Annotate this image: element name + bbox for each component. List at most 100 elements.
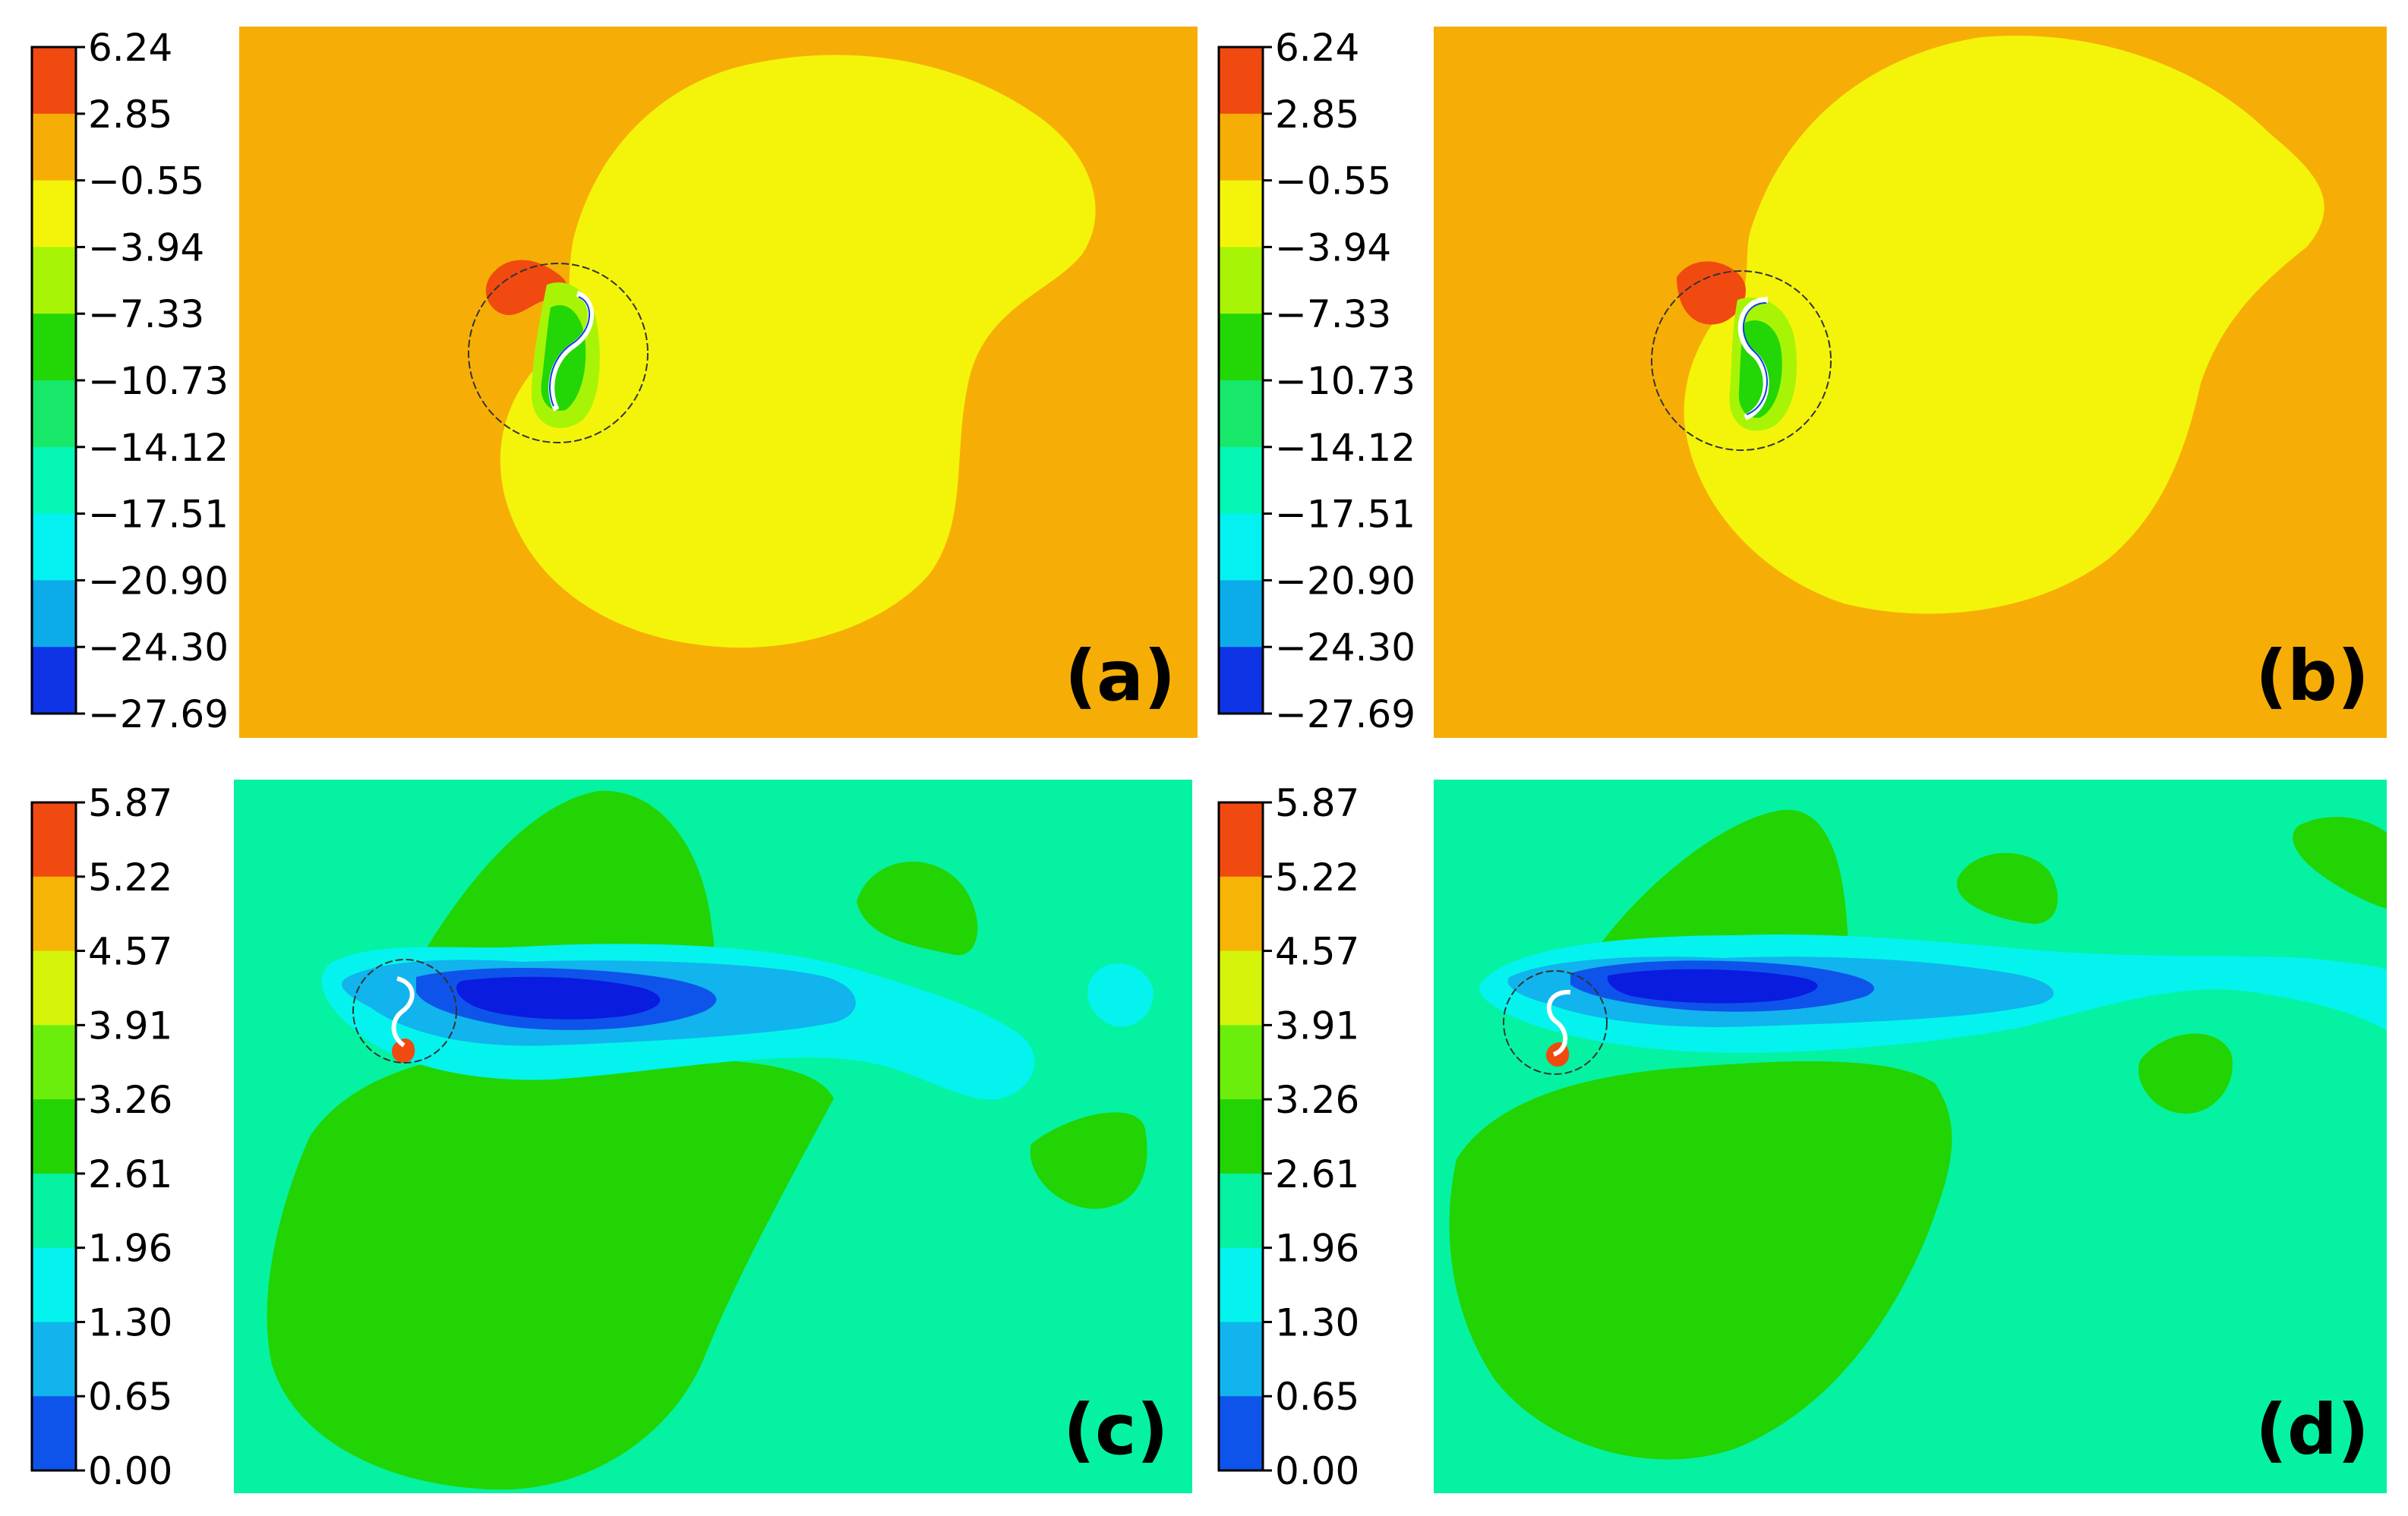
rotating-domain-boundary (1503, 970, 1608, 1075)
wake-core-inner (456, 976, 661, 1020)
low-pressure-region (1684, 35, 2324, 614)
colorbar-band-0 (32, 802, 76, 878)
colorbar-band-2 (1219, 180, 1263, 247)
colorbar-band-4 (1219, 314, 1263, 381)
colorbar-frame (1217, 801, 1264, 1472)
panel-label-a: (a) (1065, 635, 1176, 717)
panel-d: 5.87 5.22 4.57 3.91 3.26 2.61 1.96 1.30 0.65 0.00… (1217, 780, 2387, 1493)
rotating-domain-boundary (1651, 270, 1832, 451)
colorbar-d: 5.87 5.22 4.57 3.91 3.26 2.61 1.96 1.30 0.65 0.00 (1217, 781, 1359, 1493)
small-lobe-2 (1030, 1112, 1147, 1209)
colorbar-tick-label: −7.33 (88, 292, 204, 336)
colorbar-band-6 (1219, 1247, 1263, 1322)
colorbar-tick-label: 2.61 (1275, 1152, 1359, 1196)
colorbar-band-9 (1219, 647, 1263, 714)
contour-plot-a (239, 27, 1198, 738)
rotating-domain-boundary (468, 263, 649, 443)
colorbar-c: 5.87 5.22 4.57 3.91 3.26 2.61 1.96 1.30 0.65 0.00 (30, 781, 172, 1493)
colorbar-tick-label: 3.91 (88, 1004, 172, 1048)
colorbar-tick-label: −20.90 (1275, 559, 1415, 603)
colorbar-b: 6.24 2.85 −0.55 −3.94 −7.33 −10.73 −14.12 −17.5… (1217, 26, 1415, 736)
colorbar-tick-label: 4.57 (88, 930, 172, 974)
colorbar-tick-label: 6.24 (88, 26, 172, 70)
colorbar-band-3 (1219, 247, 1263, 314)
upper-lobe (1586, 809, 1848, 966)
small-lobe-3 (2293, 817, 2387, 909)
colorbar-band-6 (32, 446, 76, 515)
colorbar-band-3 (32, 247, 76, 314)
colorbar-band-5 (1219, 1173, 1263, 1249)
wake-core-inner (1607, 969, 1818, 1004)
colorbar-tick-label: 1.96 (1275, 1227, 1359, 1271)
colorbar-band-2 (1219, 950, 1263, 1026)
colorbar-tick-label: −27.69 (1275, 692, 1415, 736)
panel-label-d: (d) (2255, 1389, 2369, 1470)
colorbar-tick-label: 1.30 (1275, 1300, 1359, 1344)
colorbar-band-0 (1219, 47, 1263, 115)
high-velocity-spot (392, 1038, 415, 1064)
colorbar-band-4 (1219, 1099, 1263, 1174)
small-lobe-2 (2138, 1033, 2233, 1114)
colorbar-tick-label: −3.94 (1275, 225, 1391, 269)
colorbar-tick-label: 1.30 (88, 1300, 172, 1344)
colorbar-tick-label: −0.55 (88, 159, 204, 203)
colorbar-band-5 (1219, 380, 1263, 448)
contour-plot-c (234, 780, 1192, 1493)
panel-c: 5.87 5.22 4.57 3.91 3.26 2.61 1.96 1.30 0.65 0.00… (30, 780, 1192, 1493)
colorbar-tick-label: −14.12 (88, 426, 229, 470)
colorbar-band-7 (32, 513, 76, 581)
colorbar-band-2 (32, 180, 76, 247)
small-lobe-1 (857, 861, 978, 956)
colorbar-band-5 (32, 380, 76, 448)
colorbar-tick-label: −10.73 (88, 359, 229, 403)
colorbar-tick-label: 2.85 (1275, 93, 1359, 137)
colorbar-band-9 (32, 647, 76, 714)
colorbar-tick-label: −17.51 (88, 493, 229, 537)
colorbar-tick-label: 5.22 (1275, 856, 1359, 900)
colorbar-a: 6.24 2.85 −0.55 −3.94 −7.33 −10.73 −14.12 −17.5… (30, 26, 229, 736)
panel-b: 6.24 2.85 −0.55 −3.94 −7.33 −10.73 −14.12 −17.5… (1217, 26, 2387, 738)
colorbar-tick-label: 3.26 (1275, 1078, 1359, 1122)
colorbar-band-4 (32, 314, 76, 381)
high-pressure-blob (1677, 261, 1746, 325)
colorbar-band-0 (32, 47, 76, 115)
colorbar-band-3 (32, 1025, 76, 1100)
colorbar-tick-label: −24.30 (1275, 626, 1415, 670)
colorbar-tick-label: −3.94 (88, 225, 204, 269)
colorbar-band-6 (32, 1247, 76, 1322)
colorbar-tick-label: −10.73 (1275, 359, 1415, 403)
colorbar-band-8 (1219, 580, 1263, 648)
colorbar-band-1 (32, 876, 76, 952)
contour-plot-b (1434, 27, 2387, 738)
colorbar-band-3 (1219, 1025, 1263, 1100)
low-pressure-region (500, 55, 1096, 648)
colorbar-tick-label: −27.69 (88, 692, 229, 736)
rotor-blades (391, 976, 415, 1048)
colorbar-band-4 (32, 1099, 76, 1174)
rotor-blades (548, 291, 595, 411)
upper-lobe (416, 790, 715, 966)
colorbar-band-2 (32, 950, 76, 1026)
contour-plot-d (1434, 780, 2387, 1493)
colorbar-band-8 (32, 580, 76, 648)
colorbar-band-8 (1219, 1396, 1263, 1471)
colorbar-tick-label: 5.87 (1275, 781, 1359, 825)
colorbar-tick-label: 2.85 (88, 93, 172, 137)
colorbar-tick-label: −7.33 (1275, 292, 1391, 336)
colorbar-tick-label: 3.26 (88, 1078, 172, 1122)
colorbar-tick-label: 0.65 (88, 1375, 172, 1419)
colorbar-frame (30, 801, 77, 1472)
wake-spot (1087, 963, 1154, 1027)
colorbar-tick-label: 6.24 (1275, 26, 1359, 70)
colorbar-tick-label: −20.90 (88, 559, 229, 603)
colorbar-band-8 (32, 1396, 76, 1471)
rotating-domain-boundary (352, 959, 457, 1064)
colorbar-tick-label: 3.91 (1275, 1004, 1359, 1048)
colorbar-tick-label: −0.55 (1275, 159, 1391, 203)
panel-label-b: (b) (2255, 635, 2369, 717)
lower-lobe (267, 1051, 834, 1490)
colorbar-band-1 (32, 113, 76, 181)
colorbar-band-1 (1219, 113, 1263, 181)
colorbar-tick-label: 4.57 (1275, 930, 1359, 974)
